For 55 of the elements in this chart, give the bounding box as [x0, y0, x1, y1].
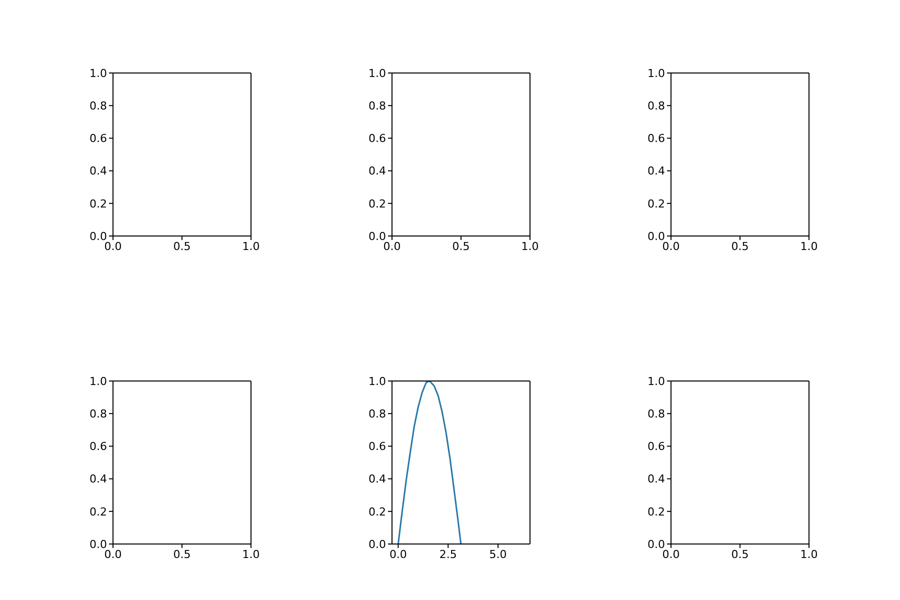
x-tick-label: 0.5	[452, 240, 470, 253]
x-tick-label: 2.5	[439, 548, 457, 561]
y-tick-label: 0.8	[90, 408, 107, 421]
y-tick-label: 0.4	[648, 472, 665, 486]
x-tick-label: 5.0	[489, 548, 507, 561]
y-tick-label: 0.2	[648, 197, 665, 210]
y-tick-label: 0.4	[90, 164, 107, 178]
y-tick-label: 0.8	[368, 408, 386, 421]
x-tick-label: 0.0	[383, 240, 401, 253]
x-tick-label: 0.0	[389, 548, 407, 561]
x-tick-label: 0.0	[104, 240, 122, 253]
y-tick-label: 0.4	[90, 472, 107, 486]
y-tick-label: 0.6	[90, 440, 107, 454]
y-tick-label: 1.0	[648, 374, 665, 388]
y-tick-label: 0.2	[648, 505, 665, 518]
y-tick-label: 0.6	[368, 132, 386, 146]
y-tick-label: 0.2	[90, 505, 107, 518]
y-tick-label: 1.0	[368, 66, 386, 80]
x-tick-label: 0.0	[104, 548, 122, 561]
y-tick-label: 0.0	[648, 538, 665, 551]
y-tick-label: 0.4	[648, 164, 665, 178]
x-tick-label: 1.0	[800, 240, 818, 253]
y-tick-label: 0.0	[90, 538, 107, 551]
y-tick-label: 1.0	[90, 374, 107, 388]
x-tick-label: 0.0	[662, 548, 680, 561]
y-tick-label: 0.6	[368, 440, 386, 454]
x-tick-label: 1.0	[521, 240, 539, 253]
y-tick-label: 0.2	[368, 505, 386, 518]
y-tick-label: 0.0	[648, 230, 665, 243]
x-tick-label: 0.5	[173, 548, 191, 561]
y-tick-label: 0.0	[368, 538, 386, 551]
y-tick-label: 0.8	[648, 408, 665, 421]
y-tick-label: 0.8	[90, 100, 107, 113]
y-tick-label: 0.8	[648, 100, 665, 113]
y-tick-label: 1.0	[368, 374, 386, 388]
x-tick-label: 1.0	[242, 240, 260, 253]
x-tick-label: 1.0	[242, 548, 260, 561]
x-tick-label: 0.5	[173, 240, 191, 253]
x-tick-label: 0.5	[731, 548, 749, 561]
y-tick-label: 0.4	[368, 472, 386, 486]
y-tick-label: 0.2	[90, 197, 107, 210]
y-tick-label: 0.4	[368, 164, 386, 178]
y-tick-label: 1.0	[648, 66, 665, 80]
y-tick-label: 0.2	[368, 197, 386, 210]
x-tick-label: 0.5	[731, 240, 749, 253]
x-tick-label: 0.0	[662, 240, 680, 253]
y-tick-label: 0.6	[648, 132, 665, 146]
y-tick-label: 0.0	[368, 230, 386, 243]
x-tick-label: 1.0	[800, 548, 818, 561]
y-tick-label: 1.0	[90, 66, 107, 80]
y-tick-label: 0.8	[368, 100, 386, 113]
y-tick-label: 0.6	[90, 132, 107, 146]
line-series	[397, 381, 462, 544]
y-tick-label: 0.6	[648, 440, 665, 454]
y-tick-label: 0.0	[90, 230, 107, 243]
